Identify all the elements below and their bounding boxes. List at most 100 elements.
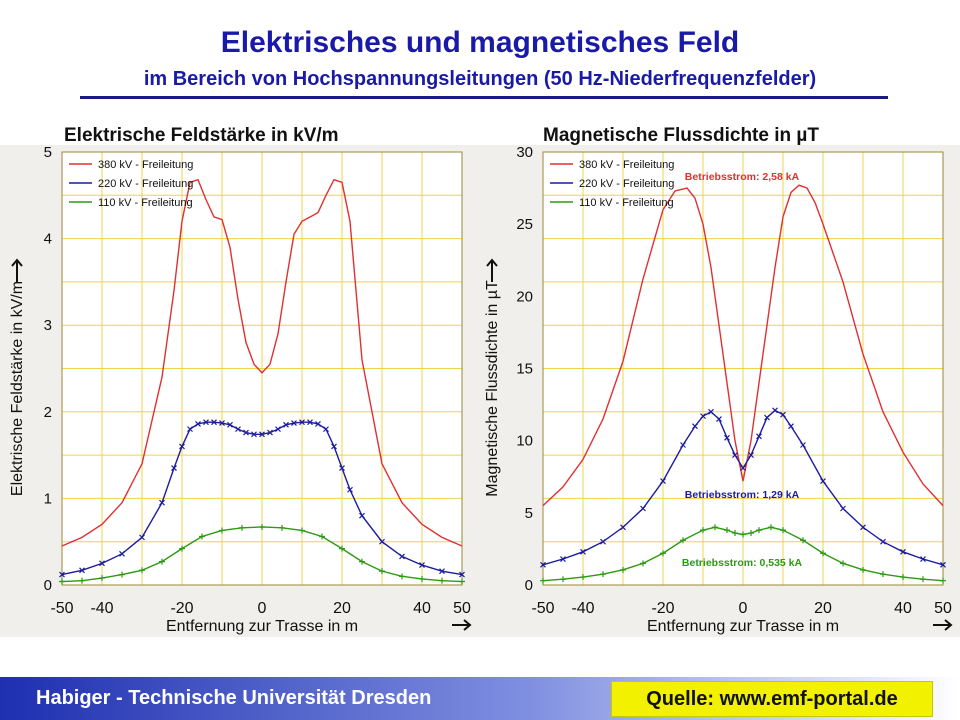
data-point xyxy=(700,527,706,534)
y-tick-label: 15 xyxy=(516,361,533,378)
data-point xyxy=(259,431,265,438)
y-tick-label: 3 xyxy=(44,317,52,334)
right-chart-heading: Magnetische Flussdichte in µT xyxy=(543,125,819,146)
data-point xyxy=(700,413,706,420)
x-tick-label: -40 xyxy=(90,600,113,617)
legend-label: 110 kV - Freileitung xyxy=(98,197,193,209)
data-point xyxy=(319,533,325,540)
y-axis-label: Magnetische Flussdichte in µT xyxy=(484,280,501,497)
chart-1: -50 -40 -20 0 20 40 50 0 1 2 3 4 5 Entfernung zur Tra… xyxy=(0,144,478,637)
data-point xyxy=(99,575,105,582)
data-point xyxy=(195,420,201,427)
slide-title: Elektrisches und magnetisches Feld xyxy=(220,26,740,59)
x-tick-label: 0 xyxy=(739,600,748,617)
x-tick-label: 20 xyxy=(333,600,351,617)
data-point xyxy=(920,576,926,583)
annotation-label: Betriebsstrom: 2,58 kA xyxy=(685,171,800,183)
data-point xyxy=(708,408,714,415)
data-point xyxy=(620,566,626,573)
x-tick-label: 20 xyxy=(814,600,832,617)
data-point xyxy=(680,442,686,448)
data-point xyxy=(732,530,738,537)
data-point xyxy=(780,411,786,418)
data-point xyxy=(860,566,866,573)
x-tick-label: 50 xyxy=(453,600,471,617)
x-tick-label: 40 xyxy=(894,600,912,617)
data-point xyxy=(540,561,546,568)
data-point xyxy=(227,421,233,428)
data-point xyxy=(331,443,337,450)
data-point xyxy=(279,524,285,531)
data-point xyxy=(740,465,746,472)
data-point xyxy=(291,420,297,426)
data-point xyxy=(840,505,846,512)
footer-text: Habiger - Technische Universität Dresden xyxy=(36,687,432,709)
data-point xyxy=(179,443,185,450)
data-point xyxy=(179,545,185,552)
data-point xyxy=(712,524,718,531)
data-point xyxy=(459,578,465,585)
data-point xyxy=(359,512,365,519)
data-point xyxy=(159,499,165,506)
series-1: 380 kV - Freileitung xyxy=(61,159,463,547)
data-point xyxy=(840,560,846,567)
data-point xyxy=(211,419,217,426)
data-point xyxy=(620,524,626,531)
plot-frame xyxy=(542,151,944,586)
data-point xyxy=(79,567,85,574)
data-point xyxy=(347,486,353,493)
x-tick-label: 40 xyxy=(413,600,431,617)
data-point xyxy=(748,530,754,537)
data-point xyxy=(600,538,606,545)
data-point xyxy=(800,537,806,544)
y-tick-label: 2 xyxy=(44,404,52,421)
data-point xyxy=(299,527,305,534)
data-point xyxy=(756,527,762,534)
data-point xyxy=(560,556,566,562)
data-point xyxy=(243,429,249,436)
data-point xyxy=(692,423,698,430)
data-point xyxy=(139,567,145,574)
data-point xyxy=(660,478,666,485)
data-point xyxy=(900,548,906,555)
data-point xyxy=(59,578,65,585)
y-tick-label: 0 xyxy=(44,577,52,594)
data-point xyxy=(187,426,193,433)
data-point xyxy=(59,571,65,578)
legend-label: 110 kV - Freileitung xyxy=(579,197,674,209)
data-point xyxy=(748,452,754,459)
y-axis-label: Elektrische Feldstärke in kV/m xyxy=(9,281,26,496)
data-point xyxy=(439,577,445,584)
data-point xyxy=(600,571,606,578)
data-point xyxy=(79,577,85,584)
data-point xyxy=(171,465,177,472)
data-point xyxy=(788,423,794,430)
y-tick-label: 10 xyxy=(516,433,533,450)
data-point xyxy=(119,571,125,578)
data-point xyxy=(940,577,946,584)
data-point xyxy=(139,534,145,541)
data-point xyxy=(820,478,826,485)
data-point xyxy=(900,574,906,581)
y-tick-label: 1 xyxy=(44,490,52,507)
annotation-label: Betriebsstrom: 1,29 kA xyxy=(685,489,800,501)
data-point xyxy=(199,533,205,540)
data-point xyxy=(820,550,826,557)
data-point xyxy=(764,414,770,421)
data-point xyxy=(99,560,105,567)
data-point xyxy=(640,560,646,567)
data-point xyxy=(299,419,305,426)
data-point xyxy=(275,426,281,433)
x-axis-arrow-icon xyxy=(452,619,472,631)
x-tick-label: 0 xyxy=(258,600,267,617)
y-tick-label: 4 xyxy=(44,231,52,248)
series-line xyxy=(61,178,463,547)
y-tick-label: 20 xyxy=(516,288,533,305)
data-point xyxy=(399,573,405,580)
left-chart-heading: Elektrische Feldstärke in kV/m xyxy=(64,125,339,146)
data-point xyxy=(459,571,465,578)
data-point xyxy=(419,575,425,582)
plot-frame xyxy=(61,151,463,586)
data-point xyxy=(540,577,546,584)
